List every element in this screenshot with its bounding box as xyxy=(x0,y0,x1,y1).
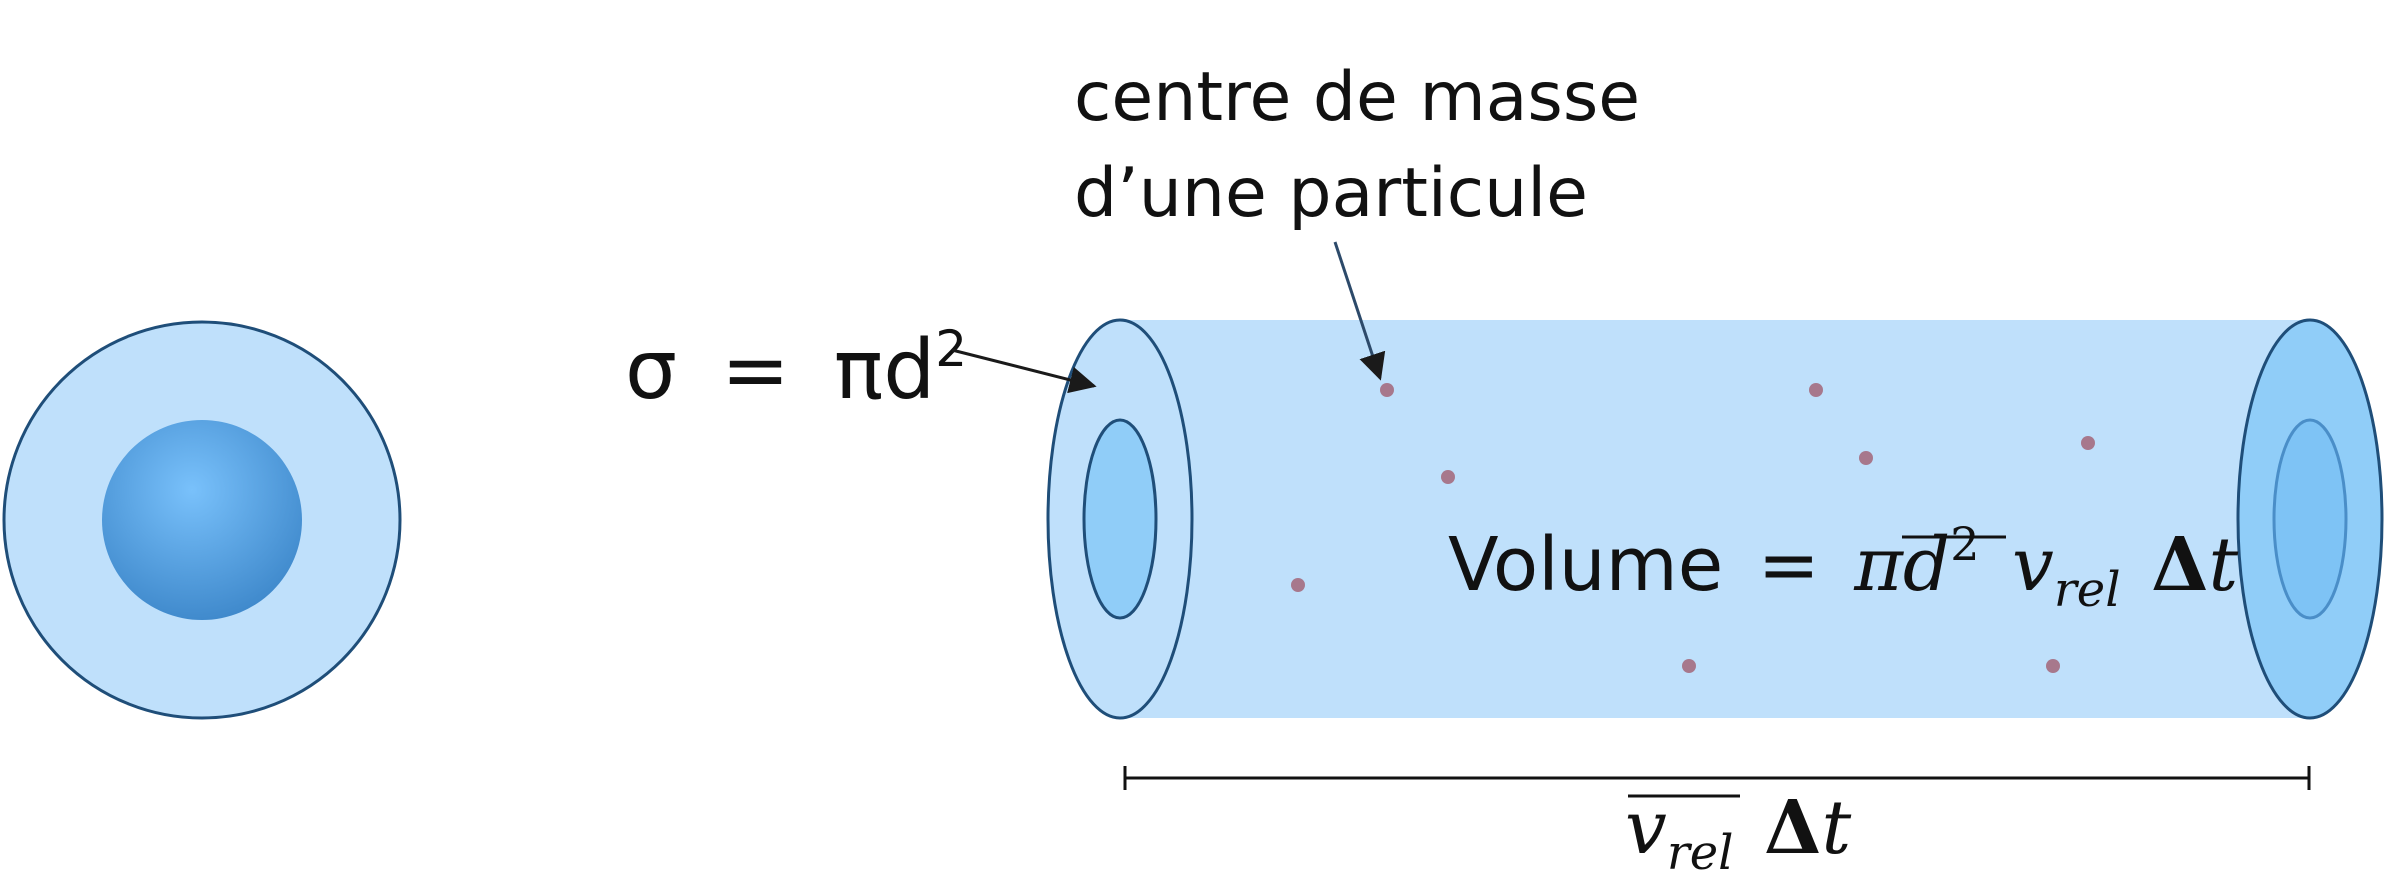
particle-dot xyxy=(1859,451,1873,465)
cylinder-left-inner xyxy=(1082,418,1158,620)
particle-centres xyxy=(1291,383,2095,673)
particle-dot xyxy=(1441,470,1455,484)
particle-dot xyxy=(1682,659,1696,673)
particle-dot xyxy=(1809,383,1823,397)
collision-cylinder xyxy=(1046,318,2384,720)
particle-note-line2: d’une particule xyxy=(1074,154,1588,233)
cylinder-body xyxy=(1120,320,2310,718)
particle-note-arrow xyxy=(1333,241,1386,381)
length-label: vrel Δt xyxy=(1625,785,1851,886)
volume-formula: Volume = πd2 vrel Δt xyxy=(1448,495,2238,623)
cross-section-arrow xyxy=(951,348,1097,394)
particle-dot xyxy=(1380,383,1394,397)
length-bracket xyxy=(1123,766,2311,790)
particle-dot xyxy=(1291,578,1305,592)
molecule-cross-section xyxy=(2,320,402,720)
molecule-sphere xyxy=(102,420,302,620)
particle-note-line1: centre de masse xyxy=(1074,58,1640,137)
particle-dot xyxy=(2046,659,2060,673)
cylinder-right-inner xyxy=(2272,418,2348,620)
cross-section-formula: σ = πd2 xyxy=(625,320,967,418)
particle-dot xyxy=(2081,436,2095,450)
